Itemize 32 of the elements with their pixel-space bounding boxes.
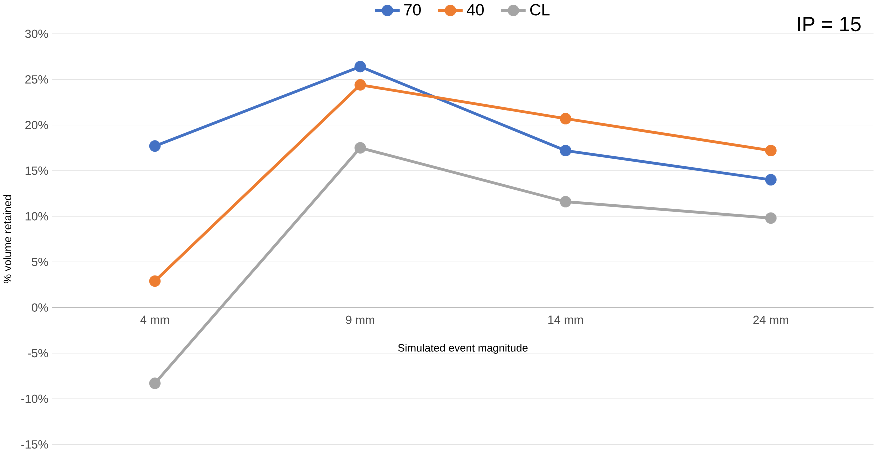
point (765, 144, 777, 156)
text: IP = 15 (798, 17, 861, 32)
point (765, 212, 777, 224)
point (560, 144, 572, 156)
y-tick-label: -15% (22, 440, 48, 449)
y-tick-label: -5% (28, 349, 48, 358)
y-tick-label: 20% (26, 120, 48, 130)
point (765, 174, 777, 186)
point (149, 140, 161, 152)
y-tick-label: 5% (32, 258, 48, 266)
legend-label: 40 (467, 4, 484, 16)
point (560, 112, 572, 124)
x-tick-label: 4 mm (140, 316, 170, 324)
x-tick-label: 14 mm (548, 316, 584, 324)
y-tick-label: 0% (32, 303, 48, 312)
y-tick-label: 25% (26, 75, 48, 84)
point (354, 79, 366, 91)
y-tick-label: 30% (25, 30, 48, 38)
y-tick-label: -10% (22, 394, 48, 404)
y-axis-title: % volume retained (4, 195, 12, 284)
point (560, 196, 572, 208)
y-tick-label: 10% (26, 212, 48, 221)
point (149, 378, 161, 390)
x-axis-title: Simulated event magnitude (398, 344, 528, 354)
x-tick-label: 24 mm (754, 316, 788, 324)
y-tick-label: 15% (26, 166, 48, 175)
point (354, 142, 366, 154)
x-tick-label: 9 mm (346, 316, 374, 324)
legend-label: 70 (404, 4, 422, 16)
point (354, 60, 366, 72)
legend-label: CL (530, 4, 550, 16)
point (149, 275, 161, 287)
